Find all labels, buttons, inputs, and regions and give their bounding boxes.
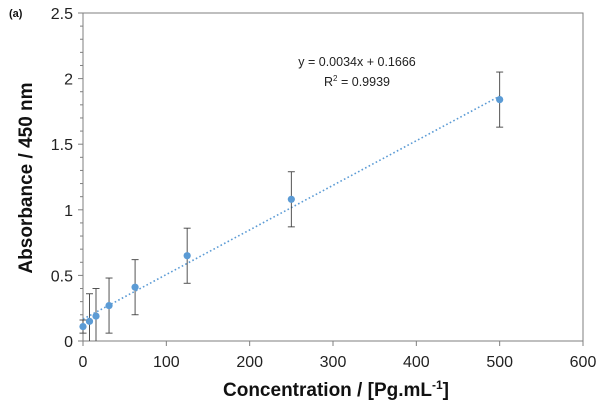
y-tick-label: 2	[64, 72, 73, 89]
x-tick-label: 100	[153, 354, 180, 371]
data-point	[92, 312, 100, 320]
x-tick-label: 300	[320, 354, 347, 371]
x-axis-title: Concentration / [Pg.mL-1]	[223, 378, 449, 401]
data-point	[287, 195, 295, 203]
x-tick-label: 200	[236, 354, 263, 371]
x-tick-label: 400	[403, 354, 430, 371]
trendline-equation: y = 0.0034x + 0.1666	[298, 55, 416, 69]
data-point	[79, 322, 87, 331]
y-tick-label: 2.5	[51, 6, 73, 23]
y-tick-label: 0.5	[51, 268, 73, 285]
data-point	[105, 301, 113, 310]
y-tick-label: 0	[64, 334, 73, 351]
y-axis-ticks: 0 0.5 1 1.5 2 2.5	[51, 6, 83, 351]
r-squared-label: R2 = 0.9939	[324, 74, 390, 89]
x-tick-label: 500	[486, 354, 513, 371]
data-point	[496, 95, 504, 104]
plot-area: 0 0.5 1 1.5 2 2.5 0 100 200 300 400 500 600	[51, 6, 597, 371]
data-point	[131, 283, 139, 291]
y-tick-label: 1	[64, 203, 73, 220]
data-point	[183, 252, 191, 260]
x-tick-label: 0	[79, 354, 88, 371]
x-axis-ticks: 0 100 200 300 400 500 600	[79, 341, 597, 371]
data-point	[85, 317, 94, 325]
y-axis-title: Absorbance / 450 nm	[16, 82, 37, 273]
x-tick-label: 600	[570, 354, 597, 371]
error-bars	[79, 71, 504, 341]
y-tick-label: 1.5	[51, 137, 73, 154]
data-points	[79, 95, 504, 331]
panel-label: (a)	[9, 8, 23, 20]
